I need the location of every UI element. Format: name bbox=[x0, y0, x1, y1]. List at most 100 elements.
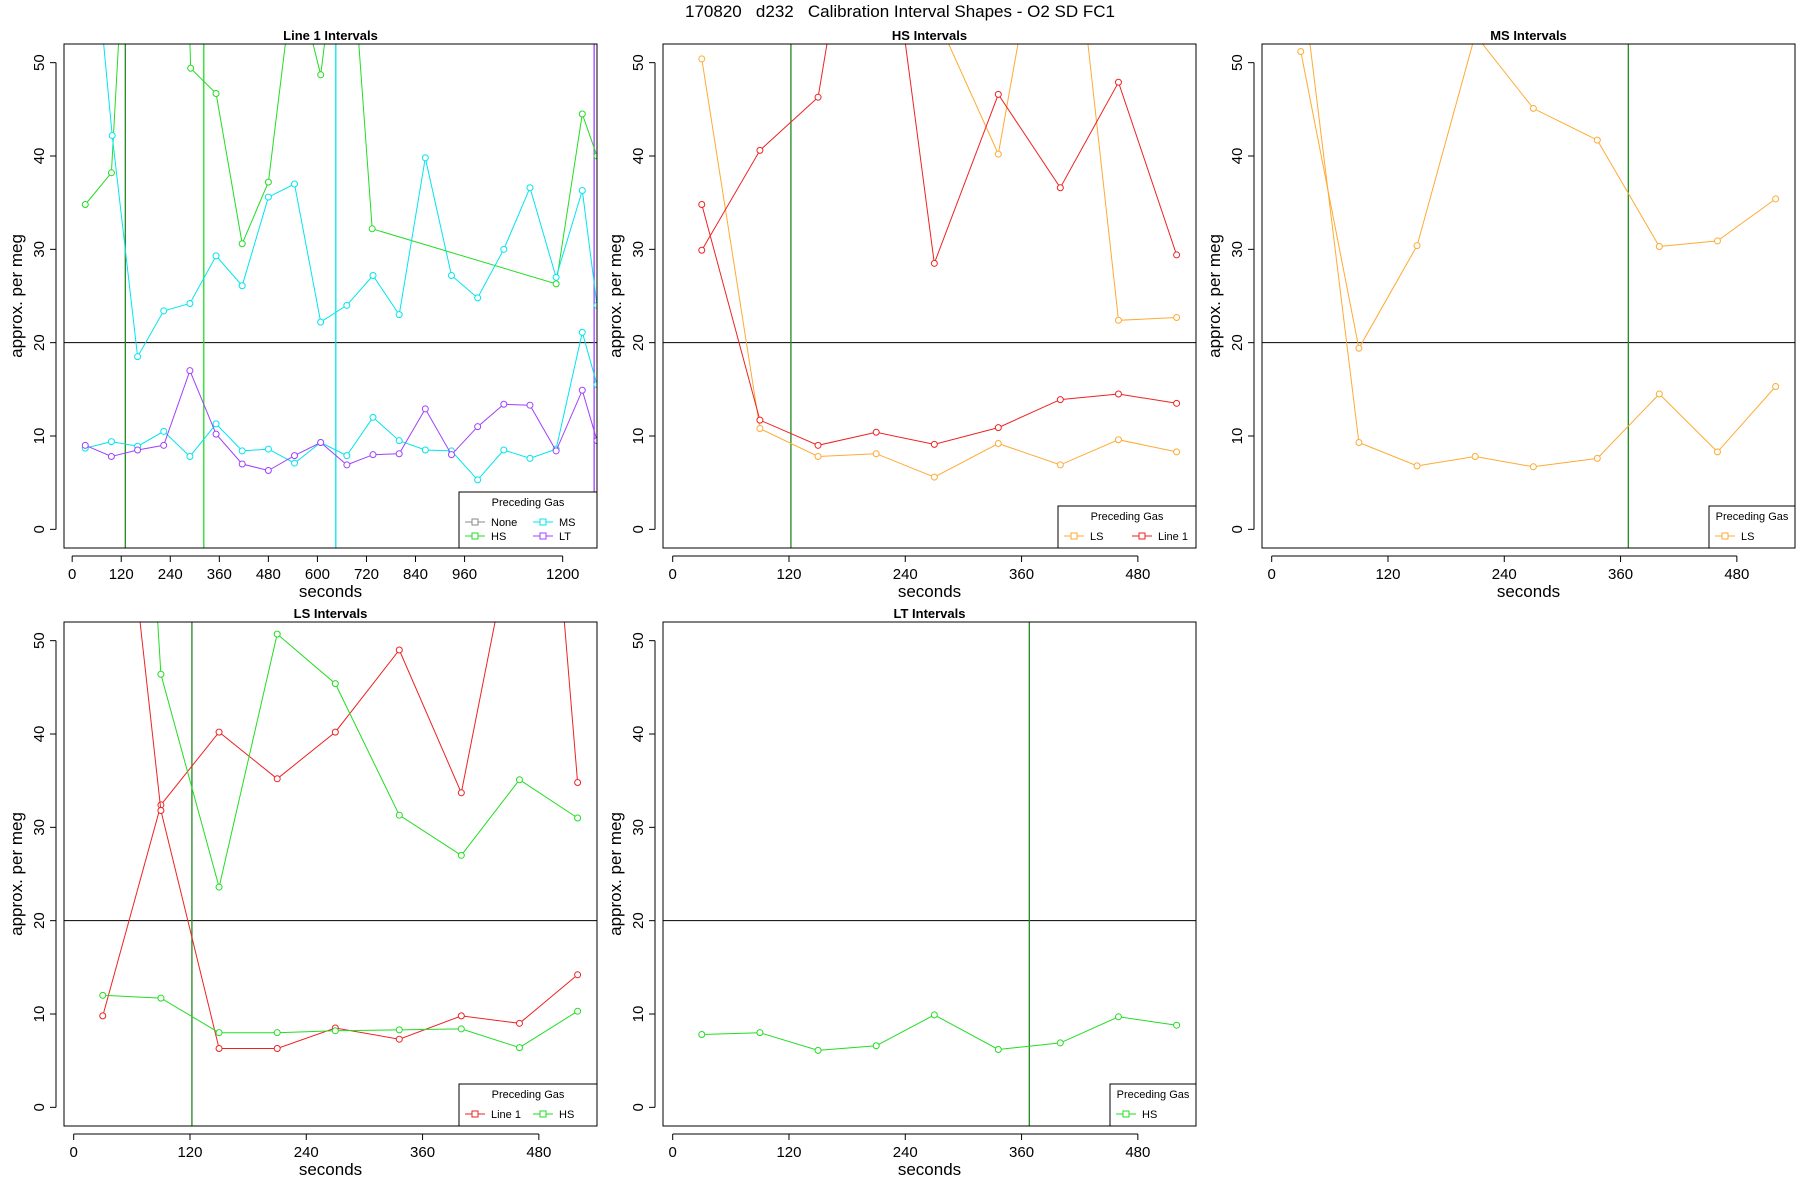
data-point bbox=[395, 311, 403, 319]
y-tick-label: 30 bbox=[630, 241, 647, 258]
series-line-1 bbox=[698, 44, 1181, 267]
data-point bbox=[526, 184, 534, 192]
data-point bbox=[1713, 237, 1721, 245]
data-point bbox=[1114, 78, 1122, 86]
data-point bbox=[574, 779, 582, 787]
data-point bbox=[1114, 390, 1122, 398]
y-tick-label: 10 bbox=[630, 1006, 647, 1023]
data-point bbox=[1713, 448, 1721, 456]
panel-title: Line 1 Intervals bbox=[283, 28, 378, 43]
data-point bbox=[552, 273, 560, 281]
data-point bbox=[264, 467, 272, 475]
y-tick-label: 0 bbox=[31, 1103, 48, 1111]
y-tick-label: 50 bbox=[1229, 54, 1246, 71]
panel-title: LS Intervals bbox=[294, 606, 368, 621]
data-point bbox=[395, 1035, 403, 1043]
x-tick-label: 360 bbox=[1608, 566, 1633, 583]
data-point bbox=[134, 446, 142, 454]
x-axis-label: seconds bbox=[898, 582, 961, 601]
x-tick-label: 960 bbox=[452, 566, 477, 583]
series-ms bbox=[103, 44, 597, 361]
data-point bbox=[474, 423, 482, 431]
data-point bbox=[500, 400, 508, 408]
data-point bbox=[1114, 1013, 1122, 1021]
data-point bbox=[238, 460, 246, 468]
data-point bbox=[343, 301, 351, 309]
data-point bbox=[500, 446, 508, 454]
x-tick-label: 120 bbox=[109, 566, 134, 583]
data-point bbox=[593, 152, 597, 160]
data-point bbox=[1655, 390, 1663, 398]
x-tick-label: 120 bbox=[776, 1144, 801, 1161]
y-axis-label: approx. per meg bbox=[7, 812, 26, 936]
series-ls bbox=[1309, 44, 1780, 471]
data-point bbox=[1056, 184, 1064, 192]
data-point bbox=[1355, 344, 1363, 352]
legend-entry: LS bbox=[1064, 531, 1103, 543]
data-point bbox=[1056, 461, 1064, 469]
x-tick-label: 360 bbox=[207, 566, 232, 583]
data-point bbox=[756, 146, 764, 154]
legend-entry: MS bbox=[533, 517, 576, 529]
data-point bbox=[369, 413, 377, 421]
x-tick-label: 360 bbox=[1009, 566, 1034, 583]
data-point bbox=[1593, 136, 1601, 144]
y-axis-label: approx. per meg bbox=[606, 234, 625, 358]
x-axis-label: seconds bbox=[299, 1160, 362, 1179]
data-point bbox=[331, 728, 339, 736]
y-tick-label: 40 bbox=[630, 726, 647, 743]
data-point bbox=[756, 1029, 764, 1037]
data-point bbox=[474, 476, 482, 484]
data-point bbox=[500, 245, 508, 253]
x-tick-label: 240 bbox=[158, 566, 183, 583]
y-tick-label: 40 bbox=[31, 726, 48, 743]
series-hs bbox=[99, 991, 582, 1052]
plot-frame bbox=[1261, 43, 1796, 549]
series-lt bbox=[81, 367, 597, 475]
data-point bbox=[186, 367, 194, 375]
series-line bbox=[701, 44, 1178, 264]
chart-svg: Line 1 Intervals 0 120 240 360 480 600 720 840 96… bbox=[7, 28, 598, 601]
data-point bbox=[1593, 454, 1601, 462]
series-line-1 bbox=[139, 622, 582, 1053]
y-axis-label: approx. per meg bbox=[7, 234, 26, 358]
data-point bbox=[578, 386, 586, 394]
data-point bbox=[273, 1029, 281, 1037]
y-tick-label: 20 bbox=[630, 334, 647, 351]
legend: Preceding Gas HS bbox=[1109, 1083, 1197, 1127]
data-point bbox=[1529, 463, 1537, 471]
data-point bbox=[447, 451, 455, 459]
legend: Preceding Gas Line 1 HS bbox=[458, 1083, 598, 1127]
y-tick-label: 30 bbox=[31, 241, 48, 258]
series-hs bbox=[698, 1011, 1181, 1054]
data-point bbox=[814, 441, 822, 449]
data-point bbox=[1297, 47, 1305, 55]
panel-title: LT Intervals bbox=[893, 606, 965, 621]
y-axis-label: approx. per meg bbox=[606, 812, 625, 936]
y-tick-label: 10 bbox=[1229, 428, 1246, 445]
series-line-1 bbox=[99, 622, 582, 1020]
chart-svg: LT Intervals 0 120 240 360 480 seconds 0 10 20 30 4… bbox=[606, 606, 1197, 1179]
series-line-1 bbox=[698, 201, 1181, 449]
data-point bbox=[343, 452, 351, 460]
data-point bbox=[264, 193, 272, 201]
series-line bbox=[948, 44, 1177, 321]
chart-panel-line1: Line 1 Intervals 0 120 240 360 480 600 720 840 96… bbox=[0, 24, 600, 624]
data-point bbox=[574, 1007, 582, 1015]
data-point bbox=[264, 178, 272, 186]
series-hs bbox=[81, 44, 597, 288]
y-tick-label: 30 bbox=[31, 819, 48, 836]
chart-svg: MS Intervals 0 120 240 360 480 seconds 0 10 20 30 4… bbox=[1205, 28, 1796, 601]
data-point bbox=[698, 55, 706, 63]
data-point bbox=[238, 240, 246, 248]
data-point bbox=[552, 280, 560, 288]
data-point bbox=[421, 446, 429, 454]
legend-title: Preceding Gas bbox=[1091, 511, 1164, 523]
data-point bbox=[291, 452, 299, 460]
plot-frame bbox=[63, 43, 598, 549]
y-tick-label: 0 bbox=[630, 525, 647, 533]
x-tick-label: 840 bbox=[403, 566, 428, 583]
y-tick-label: 10 bbox=[31, 428, 48, 445]
panel-title: MS Intervals bbox=[1490, 28, 1567, 43]
data-point bbox=[160, 427, 168, 435]
